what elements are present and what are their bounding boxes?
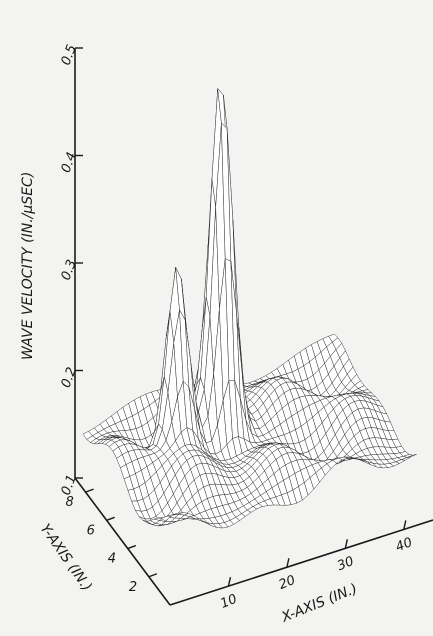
x-tick-label: 40 xyxy=(394,535,415,555)
x-tick xyxy=(227,576,232,587)
y-tick-label: 4 xyxy=(108,552,116,567)
y-tick xyxy=(106,516,115,521)
x-tick xyxy=(286,558,290,568)
x-tick xyxy=(344,539,349,549)
x-axis-line xyxy=(169,519,433,606)
z-tick-label: 0.2 xyxy=(59,365,80,390)
y-tick xyxy=(127,544,137,550)
z-tick-label: 0.4 xyxy=(59,150,80,175)
z-axis-label: WAVE VELOCITY (IN./μSEC) xyxy=(20,172,36,360)
y-tick xyxy=(148,573,158,578)
x-tick-label: 20 xyxy=(277,573,298,593)
axes xyxy=(74,48,433,606)
y-tick-label: 6 xyxy=(87,523,95,538)
x-tick-label: 10 xyxy=(218,592,239,612)
z-tick-label: 0.1 xyxy=(59,473,80,498)
surface-mesh xyxy=(82,87,417,529)
x-tick-label: 30 xyxy=(335,554,356,574)
z-tick-label: 0.3 xyxy=(59,258,80,283)
surface-cell xyxy=(407,453,417,458)
y-tick xyxy=(85,488,94,493)
y-tick-label: 2 xyxy=(129,580,137,595)
y-axis-line xyxy=(74,477,171,606)
x-tick xyxy=(403,520,407,530)
z-tick-label: 0.5 xyxy=(59,43,80,68)
y-tick-label: 8 xyxy=(66,495,74,510)
